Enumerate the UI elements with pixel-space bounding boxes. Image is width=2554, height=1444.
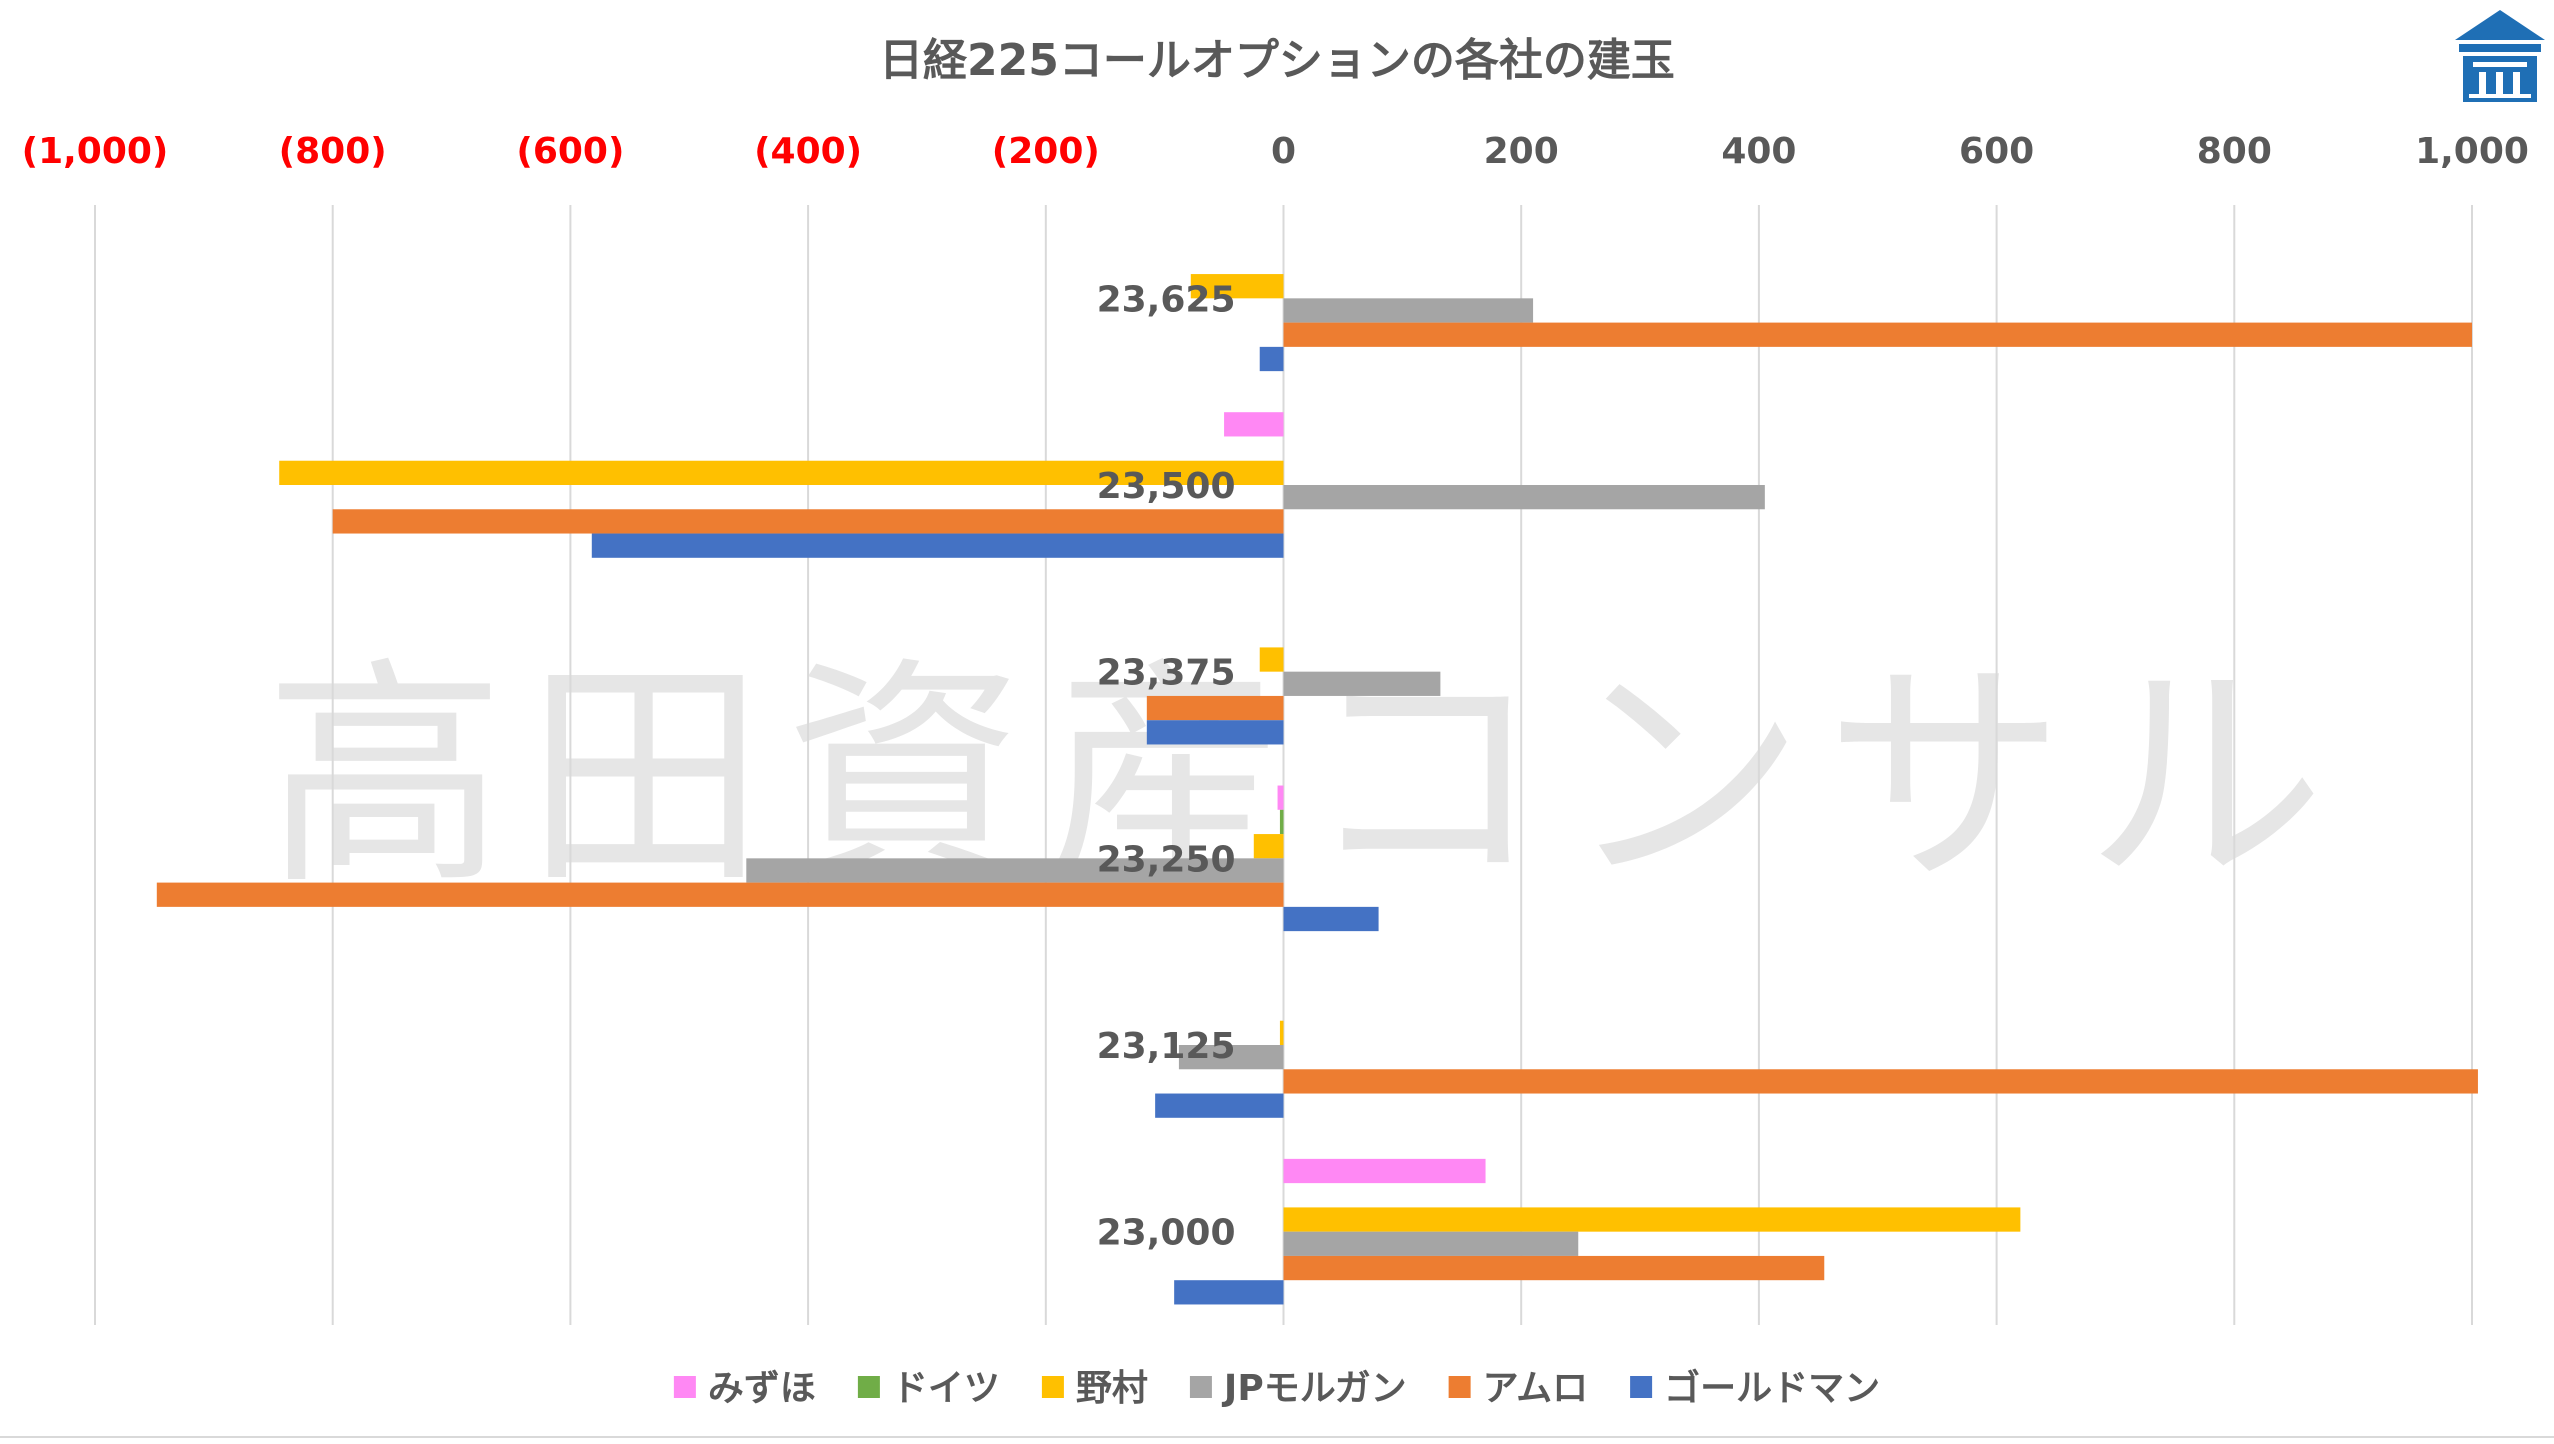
legend-item: 野村 — [1041, 1368, 1148, 1409]
legend: みずほ ドイツ 野村 JPモルガン アムロ ゴールドマン — [673, 1367, 1880, 1409]
bar — [1253, 834, 1284, 859]
bar — [1283, 1255, 1825, 1281]
bar — [1259, 346, 1284, 372]
x-tick-label: (1,000) — [22, 131, 169, 172]
x-tick-label: 600 — [1959, 131, 2034, 172]
legend-item: JPモルガン — [1189, 1368, 1407, 1409]
bar — [332, 509, 1284, 534]
x-tick-label: 0 — [1271, 131, 1296, 172]
x-tick-label: (800) — [279, 131, 387, 172]
bar — [1283, 1207, 2021, 1232]
gridlines — [94, 205, 2473, 1325]
bar — [279, 460, 1284, 485]
bar — [1283, 671, 1441, 696]
chart-title: 日経225コールオプションの各社の建玉 — [879, 35, 1675, 86]
bar — [1178, 1045, 1284, 1070]
legend-swatch — [1041, 1376, 1064, 1398]
legend-item: ドイツ — [857, 1368, 1000, 1409]
legend-item: みずほ — [673, 1368, 816, 1409]
bar — [1146, 695, 1284, 721]
legend-item: ゴールドマン — [1630, 1367, 1880, 1409]
bar — [1259, 647, 1284, 672]
bar — [1283, 485, 1765, 510]
bar — [1277, 785, 1284, 810]
x-tick-label: 1,000 — [2415, 131, 2529, 172]
x-tick-label: 800 — [2197, 131, 2272, 172]
legend-label: アムロ — [1483, 1368, 1588, 1409]
legend-swatch — [1189, 1376, 1212, 1398]
bar — [1174, 1280, 1284, 1305]
x-tick-label: 200 — [1484, 131, 1559, 172]
legend-swatch — [1448, 1376, 1471, 1398]
legend-label: ドイツ — [892, 1368, 1000, 1409]
bar — [1146, 720, 1284, 745]
bar — [746, 858, 1284, 883]
category-label: 23,500 — [1097, 466, 1236, 507]
x-tick-label: (400) — [754, 131, 862, 172]
category-label: 23,625 — [1097, 279, 1236, 320]
bar — [1283, 1069, 2478, 1094]
bar — [156, 882, 1284, 907]
legend-item: アムロ — [1448, 1368, 1588, 1409]
x-tick-label: (200) — [992, 131, 1100, 172]
x-tick-label: 400 — [1721, 131, 1796, 172]
bar — [591, 533, 1284, 558]
bar — [1155, 1093, 1284, 1118]
bar — [1224, 412, 1284, 437]
legend-swatch — [857, 1376, 880, 1398]
bar — [1279, 1020, 1284, 1045]
bar — [1283, 906, 1379, 932]
category-label: 23,375 — [1097, 653, 1236, 694]
logo-icon — [2455, 10, 2545, 102]
bar — [1283, 298, 1534, 323]
legend-label: JPモルガン — [1221, 1368, 1407, 1409]
category-label: 23,000 — [1097, 1213, 1236, 1254]
legend-label: ゴールドマン — [1664, 1367, 1880, 1409]
legend-swatch — [673, 1376, 696, 1398]
legend-label: 野村 — [1076, 1368, 1148, 1409]
bar — [1190, 274, 1284, 299]
legend-label: みずほ — [708, 1368, 816, 1409]
bar — [1279, 809, 1284, 835]
bar — [1283, 322, 2472, 347]
category-label: 23,125 — [1097, 1026, 1236, 1067]
legend-swatch — [1630, 1376, 1653, 1398]
bar — [1283, 1231, 1579, 1256]
bars — [156, 274, 2478, 1305]
category-labels: 23,625 23,500 23,375 23,250 23,125 23,000 — [1097, 279, 1236, 1253]
bar — [1283, 1158, 1486, 1184]
category-label: 23,250 — [1097, 839, 1236, 880]
x-tick-label: (600) — [516, 131, 624, 172]
x-axis-tick-labels: (1,000) (800) (600) (400) (200) 0 200 400 600 800… — [22, 131, 2529, 172]
